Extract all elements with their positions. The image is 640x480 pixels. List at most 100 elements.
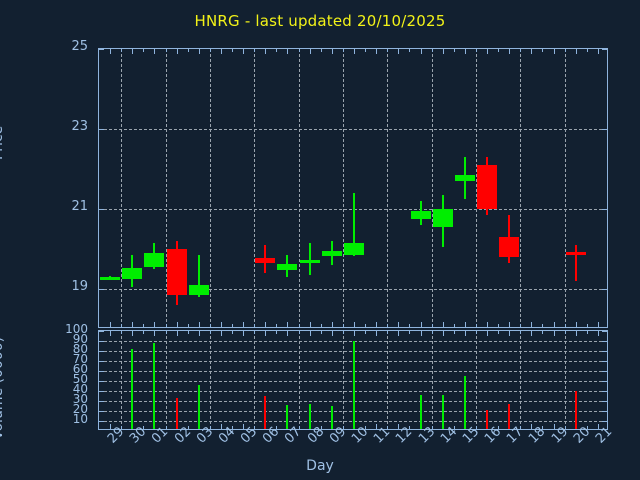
price-tick-bottom-minor xyxy=(254,324,255,327)
price-tick-top-minor xyxy=(387,49,388,52)
price-tick-bottom-minor xyxy=(498,324,499,327)
price-tick-bottom xyxy=(554,322,555,327)
price-tick-bottom xyxy=(310,322,311,327)
volume-tick-bottom-minor xyxy=(166,426,167,429)
volume-tick-top xyxy=(310,331,311,336)
price-tick-label: 23 xyxy=(71,119,88,134)
volume-bar xyxy=(508,404,511,429)
volume-gridline-v xyxy=(121,331,122,429)
volume-tick-left xyxy=(99,421,104,422)
volume-tick-top xyxy=(487,331,488,336)
volume-gridline-v xyxy=(254,331,255,429)
price-tick-top-minor xyxy=(476,49,477,52)
volume-tick-right xyxy=(602,361,607,362)
candle-body xyxy=(321,251,342,257)
volume-gridline-v xyxy=(210,331,211,429)
volume-tick-bottom xyxy=(243,424,244,429)
price-gridline-v xyxy=(387,49,388,327)
price-tick-top-minor xyxy=(321,49,322,52)
volume-tick-right xyxy=(602,401,607,402)
candle-wick xyxy=(308,243,311,275)
price-tick-bottom xyxy=(243,322,244,327)
volume-gridline-v xyxy=(565,331,566,429)
price-tick-label: 19 xyxy=(71,279,88,294)
price-tick-top xyxy=(509,49,510,54)
volume-tick-top-minor xyxy=(365,331,366,334)
volume-tick-left xyxy=(99,381,104,382)
volume-tick-bottom-minor xyxy=(520,426,521,429)
price-tick-left xyxy=(99,129,104,130)
price-tick-top xyxy=(354,49,355,54)
price-tick-left xyxy=(99,209,104,210)
volume-tick-top xyxy=(421,331,422,336)
volume-tick-top xyxy=(598,331,599,336)
candle-body xyxy=(477,165,498,209)
volume-tick-right xyxy=(602,341,607,342)
candle-wick xyxy=(353,193,355,257)
volume-tick-top xyxy=(177,331,178,336)
volume-tick-top-minor xyxy=(587,331,588,334)
volume-tick-bottom xyxy=(598,424,599,429)
volume-tick-top-minor xyxy=(542,331,543,334)
price-tick-bottom xyxy=(465,322,466,327)
price-tick-bottom xyxy=(487,322,488,327)
volume-bar xyxy=(574,391,577,429)
volume-tick-top xyxy=(221,331,222,336)
volume-tick-left xyxy=(99,391,104,392)
volume-tick-bottom-minor xyxy=(276,426,277,429)
volume-tick-bottom xyxy=(376,424,377,429)
price-tick-top-minor xyxy=(254,49,255,52)
price-tick-right xyxy=(602,209,607,210)
volume-tick-top xyxy=(287,331,288,336)
candle-body xyxy=(100,276,121,280)
price-tick-top xyxy=(376,49,377,54)
volume-bar xyxy=(131,349,134,429)
volume-tick-left xyxy=(99,341,104,342)
volume-tick-top-minor xyxy=(188,331,189,334)
candle-body xyxy=(188,285,209,295)
price-tick-bottom-minor xyxy=(143,324,144,327)
volume-tick-right xyxy=(602,411,607,412)
price-tick-top-minor xyxy=(276,49,277,52)
volume-tick-top-minor xyxy=(476,331,477,334)
price-tick-top-minor xyxy=(432,49,433,52)
price-tick-bottom-minor xyxy=(321,324,322,327)
volume-tick-label: 10 xyxy=(72,412,88,426)
volume-tick-top xyxy=(531,331,532,336)
price-tick-top xyxy=(554,49,555,54)
volume-tick-top-minor xyxy=(498,331,499,334)
volume-tick-top xyxy=(265,331,266,336)
price-tick-top xyxy=(243,49,244,54)
volume-tick-label: 30 xyxy=(72,392,88,406)
volume-bar xyxy=(197,385,200,429)
price-tick-bottom-minor xyxy=(210,324,211,327)
candle-body xyxy=(299,260,320,264)
price-tick-top xyxy=(598,49,599,54)
volume-tick-top xyxy=(354,331,355,336)
volume-tick-top-minor xyxy=(409,331,410,334)
price-tick-bottom-minor xyxy=(387,324,388,327)
price-tick-bottom-minor xyxy=(121,324,122,327)
price-tick-top xyxy=(177,49,178,54)
candlestick-series xyxy=(99,49,607,327)
volume-tick-bottom-minor xyxy=(321,426,322,429)
price-tick-bottom xyxy=(287,322,288,327)
volume-tick-left xyxy=(99,411,104,412)
price-tick-bottom-minor xyxy=(365,324,366,327)
volume-gridline-v xyxy=(387,331,388,429)
price-tick-bottom-minor xyxy=(542,324,543,327)
volume-tick-top xyxy=(132,331,133,336)
volume-tick-right xyxy=(602,381,607,382)
volume-gridline-v xyxy=(343,331,344,429)
volume-tick-top xyxy=(332,331,333,336)
candle-body xyxy=(410,211,431,219)
price-tick-top xyxy=(265,49,266,54)
volume-tick-bottom-minor xyxy=(210,426,211,429)
volume-tick-label: 40 xyxy=(72,382,88,396)
price-tick-bottom-minor xyxy=(166,324,167,327)
price-tick-bottom-minor xyxy=(276,324,277,327)
volume-bar xyxy=(153,343,156,429)
price-panel xyxy=(98,48,608,328)
volume-gridline-v xyxy=(520,331,521,429)
volume-tick-label: 80 xyxy=(72,342,88,356)
